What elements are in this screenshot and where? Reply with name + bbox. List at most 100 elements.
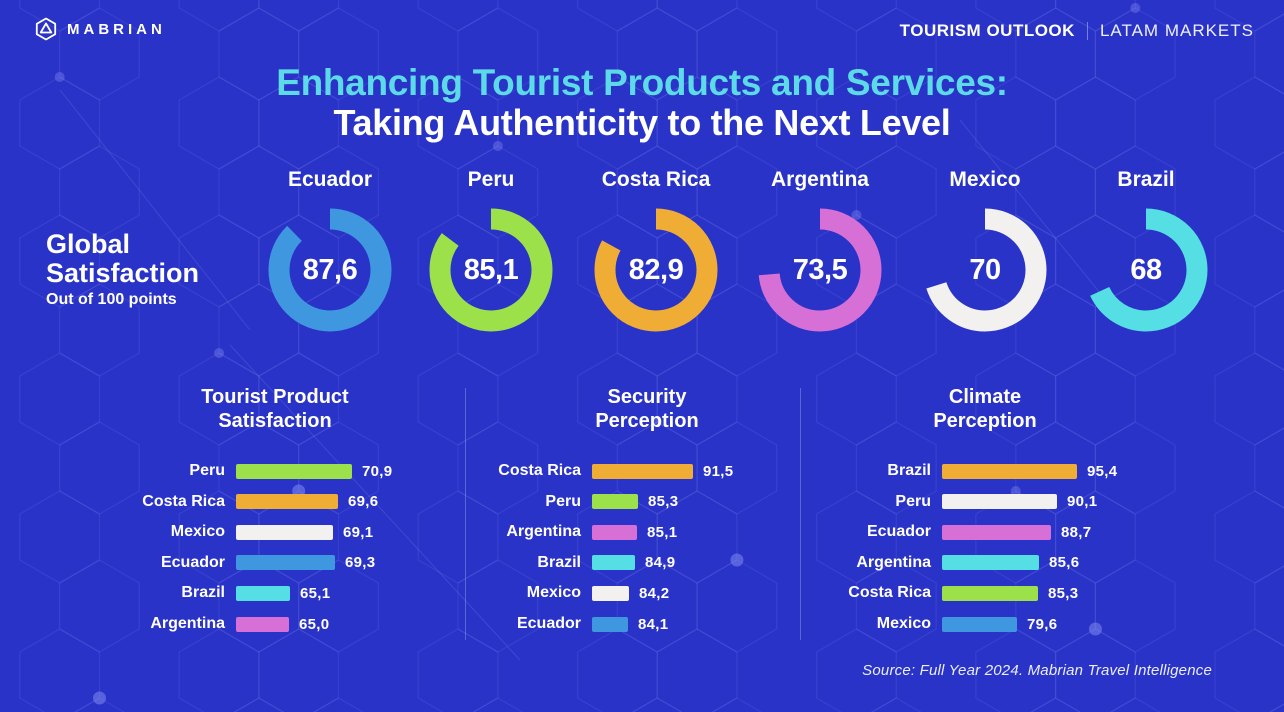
mabrian-logo-icon bbox=[35, 17, 57, 41]
donut-country-label: Argentina bbox=[770, 168, 869, 191]
bar-country-label: Brazil bbox=[537, 553, 581, 571]
bar bbox=[236, 494, 338, 510]
bar-chart-title-line: Security bbox=[607, 386, 687, 408]
bar-row-argentina: Argentina 85,6 bbox=[746, 552, 1079, 574]
bar-value: 88,7 bbox=[1061, 523, 1092, 541]
bar bbox=[942, 524, 1051, 540]
bar-row-argentina: Argentina 85,1 bbox=[396, 521, 677, 543]
bar-row-costa-rica: Costa Rica 91,5 bbox=[396, 460, 733, 482]
bar-country-label: Costa Rica bbox=[142, 492, 225, 510]
bar-row-ecuador: Ecuador 84,1 bbox=[396, 613, 668, 635]
bar-value: 84,9 bbox=[645, 554, 676, 572]
donut-ring bbox=[268, 208, 392, 332]
bar bbox=[592, 463, 693, 479]
bar-value: 69,3 bbox=[345, 554, 376, 572]
bar-country-label: Argentina bbox=[150, 615, 225, 632]
bar-country-label: Argentina bbox=[856, 553, 931, 571]
bar bbox=[942, 494, 1057, 510]
donut-section-label: Global Satisfaction Out of 100 points bbox=[46, 230, 256, 309]
bar bbox=[236, 555, 335, 571]
bar-country-label: Ecuador bbox=[160, 553, 225, 571]
bar-value: 90,1 bbox=[1067, 493, 1098, 511]
bar-row-costa-rica: Costa Rica 69,6 bbox=[40, 491, 378, 513]
bar-chart-title-line: Perception bbox=[933, 409, 1037, 432]
slide-title: Enhancing Tourist Products and Services:… bbox=[0, 62, 1284, 144]
bar-value: 84,1 bbox=[638, 615, 669, 633]
bar-row-brazil: Brazil 84,9 bbox=[396, 552, 675, 574]
bar-row-mexico: Mexico 69,1 bbox=[40, 521, 373, 543]
logo-text: MABRIAN bbox=[67, 20, 166, 38]
bar-country-label: Costa Rica bbox=[498, 462, 581, 479]
bar-row-brazil: Brazil 95,4 bbox=[746, 460, 1117, 482]
bar-country-label: Mexico bbox=[170, 523, 225, 541]
bar-value: 70,9 bbox=[362, 462, 393, 480]
donut-ring bbox=[594, 208, 718, 332]
bar-country-label: Costa Rica bbox=[848, 584, 931, 602]
bar-value: 85,6 bbox=[1049, 554, 1080, 572]
bar bbox=[592, 524, 637, 540]
bar bbox=[236, 616, 289, 632]
bar bbox=[592, 616, 628, 632]
donut-value: 68 bbox=[1130, 253, 1162, 286]
bar-chart-title: Tourist Product Satisfaction bbox=[140, 386, 410, 433]
donut-country-label: Mexico bbox=[949, 168, 1021, 191]
bar-value: 85,1 bbox=[647, 523, 678, 541]
slide-title-line1: Enhancing Tourist Products and Services: bbox=[276, 62, 1008, 103]
donut-value: 85,1 bbox=[463, 253, 519, 286]
donut-ecuador: Ecuador 87,6 bbox=[248, 168, 412, 335]
bar bbox=[942, 463, 1077, 479]
donut-peru: Peru 85,1 bbox=[409, 168, 573, 335]
bar bbox=[592, 555, 635, 571]
section-divider-2 bbox=[800, 388, 801, 640]
bar-row-peru: Peru 70,9 bbox=[40, 460, 392, 482]
bar-country-label: Peru bbox=[545, 492, 581, 510]
bar bbox=[236, 585, 290, 601]
bar-chart-title-line: Perception bbox=[595, 409, 699, 432]
donut-value: 82,9 bbox=[628, 253, 684, 286]
donut-value: 70 bbox=[969, 253, 1001, 286]
bar-value: 95,4 bbox=[1087, 462, 1118, 480]
bar bbox=[942, 555, 1039, 571]
bar-row-ecuador: Ecuador 69,3 bbox=[40, 552, 375, 574]
bar-value: 69,1 bbox=[343, 523, 374, 541]
bar-country-label: Ecuador bbox=[516, 615, 581, 632]
donut-section-title: Global Satisfaction bbox=[46, 229, 200, 288]
section-divider-1 bbox=[465, 388, 466, 640]
donut-costa-rica: Costa Rica 82,9 bbox=[574, 168, 738, 335]
bar-country-label: Mexico bbox=[526, 584, 581, 602]
bar-value: 65,0 bbox=[299, 615, 330, 633]
bar-country-label: Ecuador bbox=[866, 523, 931, 541]
donut-ring bbox=[758, 208, 882, 332]
mabrian-logo: MABRIAN bbox=[34, 17, 166, 41]
bar-value: 84,2 bbox=[639, 584, 670, 602]
bar-chart-title-line: Tourist Product bbox=[201, 386, 349, 408]
bar-country-label: Argentina bbox=[506, 523, 581, 541]
donut-ring bbox=[1084, 208, 1208, 332]
bar-country-label: Brazil bbox=[887, 462, 931, 479]
donut-country-label: Peru bbox=[467, 168, 515, 191]
bar-value: 69,6 bbox=[348, 493, 379, 511]
donut-country-label: Brazil bbox=[1117, 168, 1175, 191]
bar-row-peru: Peru 90,1 bbox=[746, 491, 1097, 513]
bar-value: 85,3 bbox=[1048, 584, 1079, 602]
donut-brazil: Brazil 68 bbox=[1064, 168, 1228, 335]
donut-country-label: Ecuador bbox=[287, 168, 373, 191]
bar-country-label: Peru bbox=[895, 492, 931, 510]
bar bbox=[942, 616, 1017, 632]
donut-country-label: Costa Rica bbox=[601, 168, 711, 191]
bar-chart-title-line: Climate bbox=[948, 386, 1022, 408]
bar-chart-title: Climate Perception bbox=[850, 386, 1120, 433]
bar-country-label: Mexico bbox=[876, 615, 931, 632]
bar bbox=[592, 585, 629, 601]
bar-row-costa-rica: Costa Rica 85,3 bbox=[746, 582, 1078, 604]
slide-title-line2: Taking Authenticity to the Next Level bbox=[333, 102, 951, 144]
donut-value: 87,6 bbox=[302, 253, 358, 286]
bar-row-argentina: Argentina 65,0 bbox=[40, 613, 329, 635]
bar-row-ecuador: Ecuador 88,7 bbox=[746, 521, 1091, 543]
header-divider bbox=[1086, 22, 1088, 40]
bar bbox=[592, 494, 638, 510]
bar-row-brazil: Brazil 65,1 bbox=[40, 582, 330, 604]
bar bbox=[236, 524, 333, 540]
bar-value: 85,3 bbox=[648, 493, 679, 511]
